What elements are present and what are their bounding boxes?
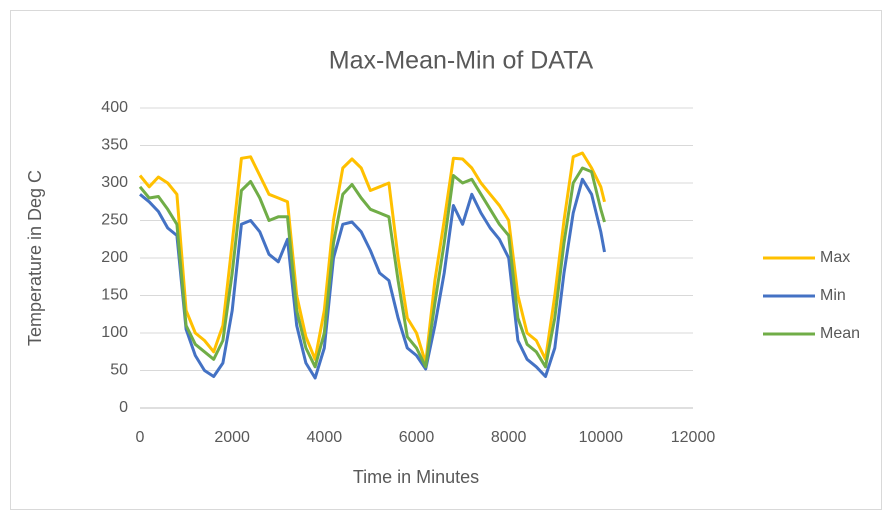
legend-label: Min [820, 287, 846, 304]
y-tick-label: 50 [110, 362, 128, 379]
series-line [138, 166, 606, 369]
x-tick-label: 8000 [491, 429, 527, 446]
y-tick-label: 300 [101, 174, 128, 191]
y-tick-label: 350 [101, 137, 128, 154]
series-line [138, 151, 606, 365]
y-tick-label: 250 [101, 212, 128, 229]
y-axis-title: Temperature in Deg C [25, 170, 45, 346]
legend-label: Mean [820, 325, 860, 342]
chart-title: Max-Mean-Min of DATA [329, 47, 594, 75]
x-tick-label: 10000 [579, 429, 624, 446]
y-tick-label: 200 [101, 249, 128, 266]
x-tick-label: 12000 [671, 429, 716, 446]
legend-label: Max [820, 249, 850, 266]
x-axis-title: Time in Minutes [353, 467, 479, 487]
y-tick-label: 150 [101, 287, 128, 304]
y-tick-label: 400 [101, 99, 128, 116]
x-tick-label: 2000 [214, 429, 250, 446]
y-tick-label: 100 [101, 324, 128, 341]
x-tick-label: 0 [136, 429, 145, 446]
series-line [139, 177, 606, 380]
x-tick-label: 6000 [399, 429, 435, 446]
x-tick-label: 4000 [307, 429, 343, 446]
y-tick-label: 0 [119, 399, 128, 416]
